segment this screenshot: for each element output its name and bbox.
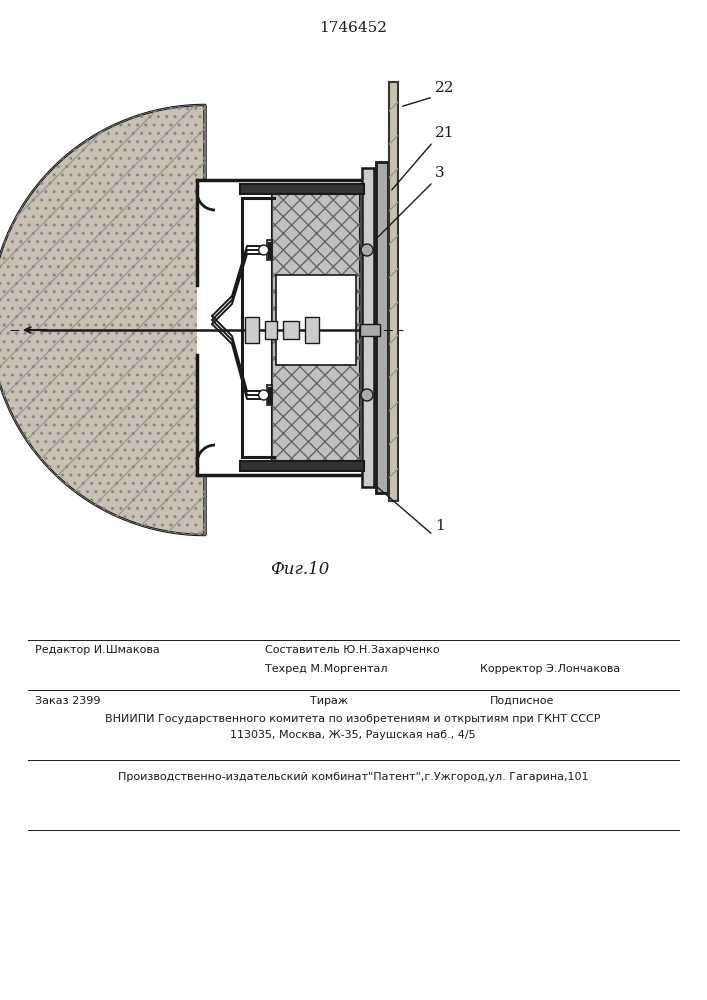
Text: 21: 21 bbox=[435, 126, 455, 140]
Circle shape bbox=[259, 390, 269, 400]
Bar bbox=[360, 324, 380, 336]
Bar bbox=[283, 321, 299, 339]
Bar bbox=[265, 321, 277, 339]
Bar bbox=[389, 82, 398, 501]
Circle shape bbox=[259, 245, 269, 255]
Polygon shape bbox=[0, 105, 205, 535]
Bar bbox=[389, 82, 398, 501]
Bar bbox=[240, 184, 364, 194]
Text: Корректор Э.Лончакова: Корректор Э.Лончакова bbox=[480, 664, 620, 674]
Bar bbox=[376, 162, 388, 493]
Bar bbox=[271, 190, 360, 465]
Bar bbox=[276, 275, 356, 365]
Text: 1: 1 bbox=[435, 519, 445, 533]
Text: Фиг.10: Фиг.10 bbox=[270, 562, 329, 578]
Bar bbox=[197, 180, 360, 475]
Circle shape bbox=[361, 244, 373, 256]
Circle shape bbox=[361, 389, 373, 401]
Text: Производственно-издательский комбинат"Патент",г.Ужгород,ул. Гагарина,101: Производственно-издательский комбинат"Па… bbox=[118, 772, 588, 782]
Bar bbox=[267, 385, 271, 405]
Bar bbox=[267, 240, 271, 260]
Text: Подписное: Подписное bbox=[490, 696, 554, 706]
Text: 22: 22 bbox=[435, 81, 455, 95]
Text: 3: 3 bbox=[435, 166, 445, 180]
Text: Тираж: Тираж bbox=[310, 696, 348, 706]
Text: Заказ 2399: Заказ 2399 bbox=[35, 696, 100, 706]
Text: 1746452: 1746452 bbox=[319, 21, 387, 35]
Text: ВНИИПИ Государственного комитета по изобретениям и открытиям при ГКНТ СССР: ВНИИПИ Государственного комитета по изоб… bbox=[105, 714, 601, 724]
Text: Техред М.Моргентал: Техред М.Моргентал bbox=[265, 664, 387, 674]
Text: 113035, Москва, Ж-35, Раушская наб., 4/5: 113035, Москва, Ж-35, Раушская наб., 4/5 bbox=[230, 730, 476, 740]
Text: Редактор И.Шмакова: Редактор И.Шмакова bbox=[35, 645, 160, 655]
Bar bbox=[271, 190, 360, 465]
Bar bbox=[362, 168, 374, 487]
Bar bbox=[245, 317, 259, 343]
Text: Составитель Ю.Н.Захарченко: Составитель Ю.Н.Захарченко bbox=[265, 645, 440, 655]
Bar bbox=[305, 317, 319, 343]
Bar bbox=[240, 461, 364, 471]
